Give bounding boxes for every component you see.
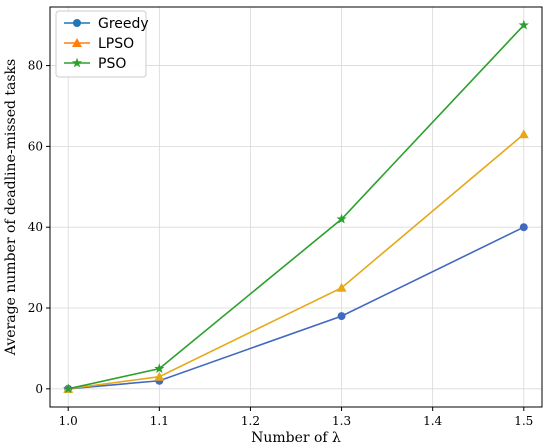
x-tick-label: 1.2: [241, 414, 260, 428]
x-tick-label: 1.5: [514, 414, 533, 428]
x-tick-label: 1.4: [423, 414, 442, 428]
series-lines: [68, 24, 525, 390]
y-axis-title: Average number of deadline-missed tasks: [3, 59, 19, 356]
y-tick-label: 20: [28, 301, 43, 315]
data-point-greedy: [519, 223, 528, 232]
y-tick-label: 0: [35, 382, 43, 396]
data-point-pso: [336, 213, 347, 224]
legend-box: [55, 10, 147, 78]
x-tick-label: 1.3: [332, 414, 351, 428]
plot-area-frame: [49, 6, 543, 408]
data-point-greedy: [337, 312, 346, 321]
series-line-greedy: [68, 226, 525, 390]
legend-label-lpso: LPSO: [98, 36, 134, 52]
series-markers: [63, 19, 529, 394]
x-tick-label: 1.1: [150, 414, 169, 428]
legend-label-pso: PSO: [98, 56, 126, 72]
series-line-lpso: [68, 133, 525, 390]
x-tick-label: 1.0: [59, 414, 78, 428]
legend-marker-lpso: [72, 38, 82, 47]
y-axis-ticks: 0 20 40 60 80: [28, 59, 50, 396]
y-tick-label: 60: [28, 139, 43, 153]
legend-marker-pso: [71, 57, 83, 68]
legend-label-greedy: Greedy: [98, 16, 149, 32]
data-point-pso: [518, 19, 529, 30]
data-point-pso: [154, 363, 165, 373]
x-axis-ticks: 1.0 1.1 1.2 1.3 1.4 1.5: [59, 407, 533, 428]
legend-marker-greedy: [73, 19, 81, 27]
data-point-lpso: [336, 282, 347, 292]
y-tick-label: 80: [28, 59, 43, 73]
grid: [50, 7, 542, 407]
data-point-lpso: [154, 371, 165, 381]
data-point-lpso: [518, 129, 529, 139]
x-axis-title: Number of λ: [251, 430, 341, 446]
y-tick-label: 40: [28, 220, 43, 234]
data-point-pso: [63, 383, 74, 394]
series-line-pso: [68, 24, 525, 390]
legend: Greedy LPSO PSO: [55, 10, 149, 78]
